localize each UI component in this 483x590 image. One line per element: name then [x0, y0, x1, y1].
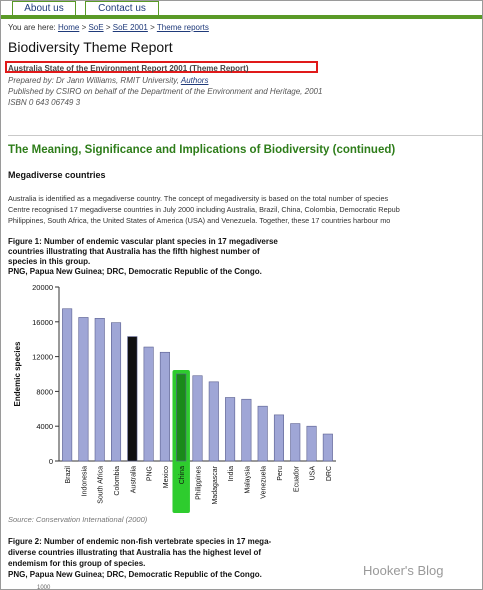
x-tick-label: Brazil	[65, 466, 72, 484]
breadcrumb: You are here: Home > SoE > SoE 2001 > Th…	[8, 23, 209, 32]
y-tick-label: 8000	[36, 387, 53, 396]
bar-indonesia	[78, 317, 89, 462]
bar-png	[143, 346, 154, 462]
breadcrumb-home[interactable]: Home	[57, 23, 80, 32]
bar-brazil	[62, 308, 73, 462]
published-by: Published by CSIRO on behalf of the Depa…	[8, 87, 323, 96]
x-tick-label: USA	[310, 466, 317, 481]
x-tick-label: Madagascar	[212, 465, 219, 504]
breadcrumb-prefix: You are here:	[8, 23, 56, 32]
y-tick-label: 12000	[32, 353, 53, 362]
figure1-caption-line: countries illustrating that Australia ha…	[8, 247, 260, 256]
bar-philippines	[192, 375, 203, 462]
x-tick-label: Venezuela	[261, 466, 268, 499]
breadcrumb-separator: >	[105, 23, 111, 32]
bar-china	[176, 373, 187, 462]
paragraph-line: Australia is identified as a megadiverse…	[8, 194, 389, 203]
bar-south-africa	[94, 318, 105, 462]
x-tick-label: Mexico	[163, 466, 170, 488]
blog-watermark: Hooker's Blog	[363, 563, 444, 578]
breadcrumb-soe[interactable]: SoE	[88, 23, 104, 32]
x-tick-label: India	[228, 466, 235, 481]
figure2-caption-line: diverse countries illustrating that Aust…	[8, 548, 262, 557]
bar-usa	[306, 425, 317, 462]
breadcrumb-separator: >	[150, 23, 155, 32]
figure1-caption-line: Figure 1: Number of endemic vascular pla…	[8, 237, 278, 246]
nav-bar	[1, 15, 482, 19]
x-tick-label: South Africa	[98, 466, 105, 504]
bar-venezuela	[257, 405, 268, 462]
y-tick-label: 16000	[32, 318, 53, 327]
x-tick-label: Indonesia	[81, 466, 88, 496]
prepared-by-text: Prepared by: Dr Jann Williams, RMIT Univ…	[8, 76, 179, 85]
y-tick-label: 0	[49, 457, 53, 466]
figure1-source: Source: Conservation International (2000…	[8, 515, 148, 524]
highlight-box	[5, 61, 318, 73]
bar-ecuador	[290, 423, 301, 462]
page-title: Biodiversity Theme Report	[8, 39, 173, 55]
endemic-species-chart: Brazil Indonesia South Africa Colombia Austr…	[13, 283, 336, 513]
x-tick-label: Australia	[130, 466, 137, 493]
authors-link[interactable]: Authors	[180, 76, 209, 85]
x-tick-label: Malaysia	[244, 466, 251, 494]
x-tick-label: Philippines	[196, 466, 203, 500]
section-heading: The Meaning, Significance and Implicatio…	[8, 144, 396, 156]
prepared-by: Prepared by: Dr Jann Williams, RMIT Univ…	[8, 76, 208, 85]
x-tick-label: PNG	[147, 466, 154, 481]
breadcrumb-separator: >	[81, 23, 87, 32]
breadcrumb-theme-reports[interactable]: Theme reports	[156, 23, 209, 32]
bar-malaysia	[241, 398, 252, 462]
x-tick-label: China	[179, 466, 186, 484]
figure2-caption-line: PNG, Papua New Guinea; DRC, Democratic R…	[8, 570, 262, 579]
x-tick-label: Peru	[277, 466, 284, 481]
figure2-caption-line: endemism for this group of species.	[8, 559, 146, 568]
bar-india	[225, 397, 236, 462]
divider	[8, 135, 482, 136]
bar-mexico	[159, 351, 170, 462]
top-nav: About us Contact us	[1, 1, 482, 19]
tab-contact-us[interactable]: Contact us	[85, 1, 159, 16]
bar-colombia	[111, 322, 122, 462]
figure1-caption-line: species in this group.	[8, 257, 91, 266]
x-tick-label: DRC	[326, 466, 333, 481]
figure2-axis-stub: 1000	[37, 585, 51, 590]
isbn: ISBN 0 643 06749 3	[8, 98, 81, 107]
x-tick-label: Ecuador	[293, 465, 300, 492]
y-tick-label: 4000	[36, 422, 53, 431]
bar-peru	[273, 414, 284, 462]
report-subtitle: Australia State of the Environment Repor…	[8, 64, 249, 73]
tab-about-us[interactable]: About us	[12, 1, 76, 16]
x-tick-label: Colombia	[114, 466, 121, 496]
figure2-caption-line: Figure 2: Number of endemic non-fish ver…	[8, 537, 272, 546]
section-subheading: Megadiverse countries	[8, 170, 106, 180]
paragraph-line: Philippines, South Africa, the United St…	[8, 216, 391, 225]
bar-drc	[322, 433, 333, 462]
bar-australia	[127, 336, 138, 462]
figure1-caption-line: PNG, Papua New Guinea; DRC, Democratic R…	[8, 267, 262, 276]
y-tick-label: 20000	[32, 283, 53, 292]
y-axis-title: Endemic species	[13, 341, 22, 406]
breadcrumb-soe-2001[interactable]: SoE 2001	[112, 23, 148, 32]
bar-madagascar	[208, 381, 219, 462]
paragraph-line: Centre recognised 17 megadiverse countri…	[8, 205, 400, 214]
